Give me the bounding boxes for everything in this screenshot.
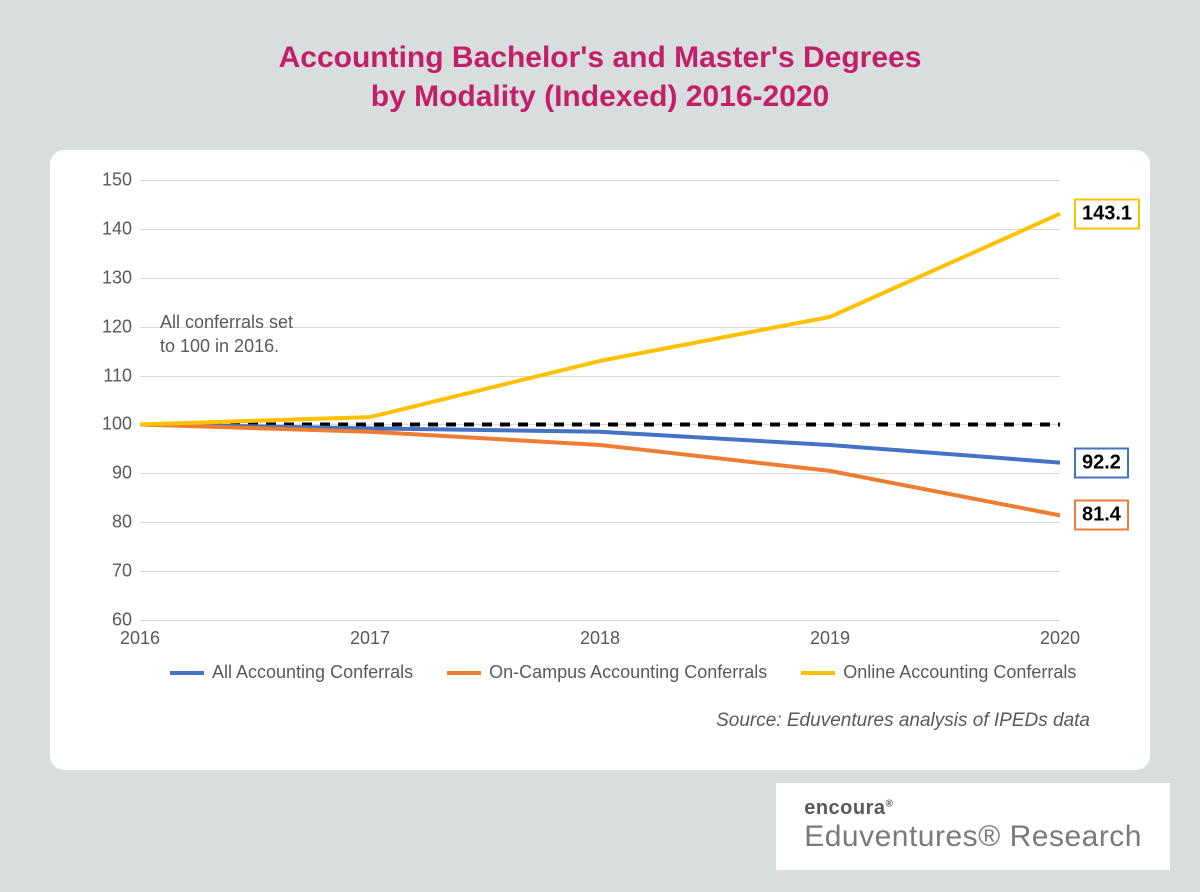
brand-logo-box: encoura®Eduventures® Research xyxy=(776,783,1170,870)
chart-title: Accounting Bachelor's and Master's Degre… xyxy=(0,0,1200,116)
ytick-label: 130 xyxy=(102,267,140,288)
ytick-label: 120 xyxy=(102,316,140,337)
legend: All Accounting Conferrals On-Campus Accou… xyxy=(170,662,1076,683)
legend-label: On-Campus Accounting Conferrals xyxy=(489,662,767,683)
xtick-label: 2018 xyxy=(580,620,620,649)
source-attribution: Source: Eduventures analysis of IPEDs da… xyxy=(716,710,1090,732)
legend-item: On-Campus Accounting Conferrals xyxy=(447,662,767,683)
ytick-label: 150 xyxy=(102,170,140,191)
series-end-label: 143.1 xyxy=(1074,198,1140,229)
legend-label: All Accounting Conferrals xyxy=(212,662,413,683)
legend-swatch xyxy=(170,671,204,675)
xtick-label: 2019 xyxy=(810,620,850,649)
chart-annotation: All conferrals setto 100 in 2016. xyxy=(160,310,293,359)
chart-lines xyxy=(140,180,1060,620)
xtick-label: 2020 xyxy=(1040,620,1080,649)
brand-logo-line2: Eduventures® Research xyxy=(804,820,1142,854)
series-line xyxy=(140,424,1060,515)
chart-card: 6070809010011012013014015020162017201820… xyxy=(50,150,1150,770)
legend-item: Online Accounting Conferrals xyxy=(801,662,1076,683)
plot-area: 6070809010011012013014015020162017201820… xyxy=(140,180,1060,620)
xtick-label: 2016 xyxy=(120,620,160,649)
legend-swatch xyxy=(447,671,481,675)
ytick-label: 110 xyxy=(103,365,140,386)
ytick-label: 80 xyxy=(112,512,140,533)
chart-title-line2: by Modality (Indexed) 2016-2020 xyxy=(0,77,1200,116)
brand-logo-line1: encoura® xyxy=(804,797,1142,820)
legend-item: All Accounting Conferrals xyxy=(170,662,413,683)
ytick-label: 100 xyxy=(102,414,140,435)
xtick-label: 2017 xyxy=(350,620,390,649)
legend-label: Online Accounting Conferrals xyxy=(843,662,1076,683)
series-end-label: 81.4 xyxy=(1074,500,1129,531)
ytick-label: 70 xyxy=(112,561,140,582)
ytick-label: 140 xyxy=(102,218,140,239)
ytick-label: 90 xyxy=(112,463,140,484)
series-end-label: 92.2 xyxy=(1074,447,1129,478)
legend-swatch xyxy=(801,671,835,675)
chart-title-line1: Accounting Bachelor's and Master's Degre… xyxy=(0,38,1200,77)
